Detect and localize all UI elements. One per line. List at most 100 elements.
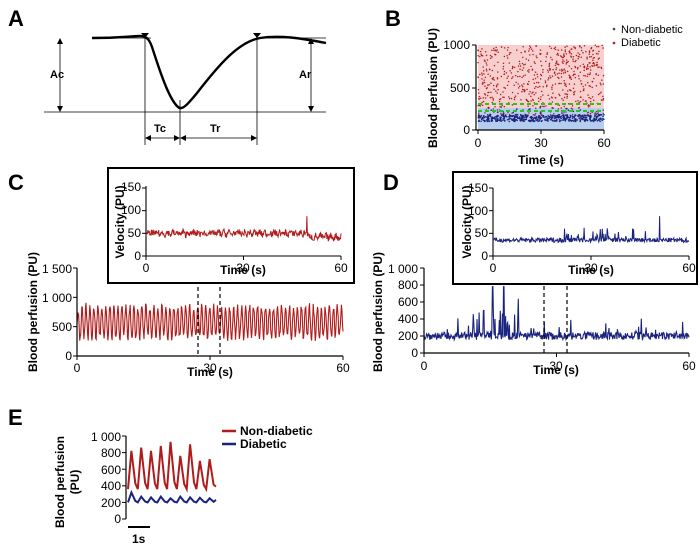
nondiabetic-point (492, 76, 495, 79)
nondiabetic-point (554, 74, 557, 76)
nondiabetic-point (508, 53, 511, 56)
nondiabetic-point (516, 49, 518, 51)
nondiabetic-point (521, 85, 524, 88)
x-tick-label: 0 (74, 361, 81, 375)
nondiabetic-point (572, 60, 574, 62)
nondiabetic-point (506, 54, 508, 57)
diabetic-point (512, 118, 515, 120)
nondiabetic-point (570, 48, 572, 50)
nondiabetic-point (562, 69, 564, 72)
nondiabetic-point (556, 63, 559, 65)
diabetic-point (535, 117, 538, 119)
nondiabetic-point (480, 53, 482, 55)
nondiabetic-point (528, 112, 530, 114)
diabetic-point (573, 118, 576, 120)
nondiabetic-point (512, 76, 514, 78)
y-tick-label: 200 (398, 329, 418, 343)
nondiabetic-point (522, 45, 524, 48)
nondiabetic-point (485, 68, 488, 70)
nondiabetic-point (521, 76, 523, 79)
diabetic-point (564, 117, 566, 119)
nondiabetic-point (583, 66, 585, 68)
nondiabetic-point (602, 112, 605, 115)
diabetic-point (481, 117, 484, 120)
diabetic-point (597, 114, 600, 116)
diabetic-point (496, 111, 499, 113)
nondiabetic-point (551, 86, 553, 89)
nondiabetic-point (565, 63, 568, 65)
nondiabetic-point (511, 67, 514, 70)
nondiabetic-point (493, 64, 496, 67)
diabetic-point (539, 106, 542, 109)
nondiabetic-point (554, 64, 557, 67)
y-tick-label: 500 (52, 320, 72, 334)
nondiabetic-point (564, 49, 566, 51)
nondiabetic-point (537, 86, 539, 89)
nondiabetic-point (572, 58, 574, 60)
nondiabetic-point (493, 79, 495, 81)
nondiabetic-point (553, 47, 555, 50)
nondiabetic-point (495, 46, 497, 49)
nondiabetic-point (602, 47, 604, 49)
nondiabetic-point (498, 100, 501, 103)
nondiabetic-point (483, 79, 485, 81)
nondiabetic-point (507, 46, 509, 49)
diabetic-point (550, 116, 553, 118)
nondiabetic-point (554, 48, 557, 51)
diabetic-point (550, 117, 553, 120)
diabetic-point (584, 120, 586, 123)
nondiabetic-point (519, 65, 522, 67)
nondiabetic-point (599, 92, 601, 95)
nondiabetic-point (501, 104, 503, 107)
nondiabetic-point (528, 80, 530, 83)
nondiabetic-point (551, 88, 553, 90)
diabetic-point (487, 115, 490, 117)
nondiabetic-point (517, 65, 520, 67)
panel-a-schematic: Ac Ar Tc Tr (44, 33, 327, 145)
nondiabetic-point (525, 58, 527, 60)
diabetic-point (513, 119, 516, 122)
nondiabetic-point (535, 85, 537, 88)
diabetic-point (536, 120, 539, 122)
nondiabetic-point (511, 91, 514, 94)
nondiabetic-point (582, 63, 585, 66)
inset-x-tick-label: 30 (236, 261, 250, 275)
nondiabetic-point (503, 96, 505, 99)
nondiabetic-point (534, 113, 537, 115)
nondiabetic-point (485, 54, 488, 57)
nondiabetic-point (493, 47, 495, 50)
panel-letter-b: B (385, 6, 401, 31)
diabetic-point (586, 114, 588, 117)
nondiabetic-point (563, 68, 565, 70)
nondiabetic-point (574, 90, 576, 93)
nondiabetic-point (549, 75, 551, 77)
nondiabetic-point (584, 84, 587, 86)
nondiabetic-point (574, 46, 576, 49)
nondiabetic-point (490, 82, 492, 84)
nondiabetic-point (477, 49, 480, 52)
nondiabetic-point (575, 100, 577, 103)
nondiabetic-point (504, 87, 507, 89)
nondiabetic-point (507, 75, 509, 77)
nondiabetic-point (517, 92, 519, 95)
nondiabetic-point (554, 46, 557, 49)
nondiabetic-point (584, 75, 587, 77)
nondiabetic-point (481, 104, 484, 107)
diabetic-point (574, 117, 577, 120)
nondiabetic-point (557, 49, 560, 51)
nondiabetic-point (561, 61, 564, 63)
nondiabetic-point (579, 65, 582, 67)
nondiabetic-point (511, 112, 513, 114)
x-tick-label: 0 (475, 136, 482, 150)
nondiabetic-point (477, 55, 479, 57)
nondiabetic-point (491, 77, 494, 80)
inset-y-tick-label: 0 (134, 249, 141, 263)
diabetic-point (530, 117, 533, 120)
nondiabetic-point (481, 78, 483, 80)
nondiabetic-point (489, 96, 492, 99)
nondiabetic-point (489, 54, 492, 57)
nondiabetic-point (482, 69, 485, 72)
nondiabetic-point (561, 68, 563, 71)
nondiabetic-point (589, 72, 592, 74)
diabetic-point (496, 120, 499, 122)
